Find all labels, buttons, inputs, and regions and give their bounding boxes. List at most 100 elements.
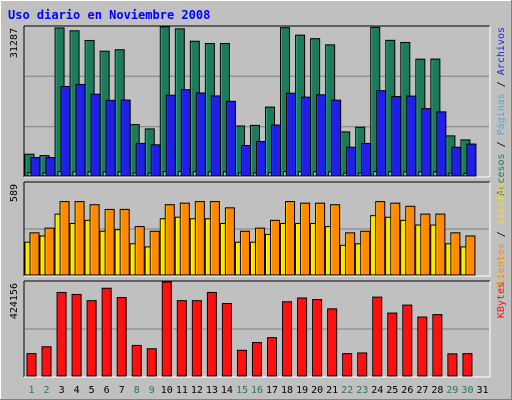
bar-kbytes-day-5 bbox=[86, 300, 97, 377]
legend-clientes: Clientes bbox=[496, 243, 507, 291]
bar-archivos-day-22 bbox=[346, 146, 357, 177]
chart-panels: 31287 Accesos / Páginas / Archivos 589 Clie… bbox=[9, 25, 507, 378]
bar-archivos-day-4 bbox=[75, 83, 86, 177]
bar-kbytes-day-6 bbox=[101, 287, 112, 377]
day-label-8: 8 bbox=[134, 385, 140, 396]
bar-kbytes-day-9 bbox=[146, 348, 157, 377]
legend-kbytes: KBytes bbox=[496, 282, 507, 318]
day-label-2: 2 bbox=[44, 385, 50, 396]
bar-archivos-day-5 bbox=[90, 93, 101, 177]
bar-clientes-day-7 bbox=[119, 208, 130, 276]
day-label-31: 31 bbox=[476, 385, 488, 396]
bar-archivos-day-18 bbox=[286, 92, 297, 177]
bar-archivos-day-9 bbox=[150, 144, 161, 177]
day-label-10: 10 bbox=[161, 385, 173, 396]
bar-archivos-day-11 bbox=[180, 89, 191, 177]
panel-3-legend: KBytes bbox=[496, 282, 507, 318]
day-label-19: 19 bbox=[296, 385, 308, 396]
bar-kbytes-day-4 bbox=[71, 293, 82, 377]
day-label-20: 20 bbox=[311, 385, 323, 396]
bar-clientes-day-2 bbox=[44, 227, 55, 276]
day-label-16: 16 bbox=[251, 385, 263, 396]
bar-clientes-day-8 bbox=[134, 226, 145, 276]
bar-clientes-day-22 bbox=[345, 232, 356, 276]
bar-kbytes-day-17 bbox=[267, 337, 278, 377]
bar-clientes-day-13 bbox=[209, 201, 220, 276]
day-label-3: 3 bbox=[59, 385, 65, 396]
bar-kbytes-day-18 bbox=[282, 301, 293, 377]
day-label-7: 7 bbox=[119, 385, 125, 396]
legend-separator: / bbox=[496, 75, 507, 93]
bar-archivos-day-7 bbox=[120, 99, 131, 177]
bar-archivos-day-25 bbox=[391, 96, 402, 177]
bar-kbytes-day-8 bbox=[131, 344, 142, 377]
day-label-9: 9 bbox=[149, 385, 155, 396]
bar-kbytes-day-13 bbox=[206, 291, 217, 377]
bar-clientes-day-9 bbox=[149, 230, 160, 276]
day-label-29: 29 bbox=[446, 385, 458, 396]
y-axis-max-label: 424156 bbox=[9, 283, 20, 319]
bar-clientes-day-12 bbox=[194, 201, 205, 276]
panel-1-legend: Accesos / Páginas / Archivos bbox=[495, 27, 507, 196]
bar-kbytes-day-19 bbox=[297, 297, 308, 377]
bar-kbytes-day-16 bbox=[251, 342, 262, 377]
day-label-18: 18 bbox=[281, 385, 293, 396]
bar-clientes-day-18 bbox=[285, 201, 296, 276]
bar-clientes-day-17 bbox=[270, 219, 281, 276]
chart-title: Uso diario en Noviembre 2008 bbox=[8, 8, 210, 22]
day-label-25: 25 bbox=[386, 385, 398, 396]
bar-clientes-day-11 bbox=[179, 202, 190, 276]
bar-kbytes-day-20 bbox=[312, 299, 323, 377]
day-label-4: 4 bbox=[74, 385, 80, 396]
bar-kbytes-day-28 bbox=[432, 314, 443, 377]
bar-clientes-day-27 bbox=[420, 213, 431, 276]
bar-clientes-day-26 bbox=[405, 205, 416, 276]
bar-kbytes-day-22 bbox=[342, 353, 353, 377]
bar-clientes-day-5 bbox=[89, 204, 100, 276]
bar-kbytes-day-11 bbox=[176, 300, 187, 377]
day-label-5: 5 bbox=[89, 385, 95, 396]
legend-accesos: Accesos bbox=[496, 153, 507, 195]
bar-archivos-day-24 bbox=[376, 90, 387, 177]
day-label-1: 1 bbox=[29, 385, 35, 396]
legend-archivos: Archivos bbox=[496, 27, 507, 75]
bar-archivos-day-16 bbox=[255, 140, 266, 177]
bar-kbytes-day-29 bbox=[447, 353, 458, 377]
bar-kbytes-day-27 bbox=[417, 316, 428, 377]
bar-clientes-day-30 bbox=[465, 235, 476, 276]
bar-kbytes-day-14 bbox=[221, 303, 232, 377]
bar-archivos-day-3 bbox=[60, 86, 71, 177]
panel-3: 424156 KBytes bbox=[9, 280, 507, 378]
y-axis-max-label: 589 bbox=[9, 184, 20, 202]
bar-kbytes-day-25 bbox=[387, 312, 398, 377]
day-label-6: 6 bbox=[104, 385, 110, 396]
day-label-23: 23 bbox=[356, 385, 368, 396]
day-label-17: 17 bbox=[266, 385, 278, 396]
bar-kbytes-day-3 bbox=[56, 291, 67, 377]
bar-clientes-day-6 bbox=[104, 208, 115, 276]
bar-archivos-day-27 bbox=[421, 108, 432, 177]
y-axis-max-label: 31287 bbox=[9, 28, 20, 58]
bar-kbytes-day-26 bbox=[402, 304, 413, 377]
bar-clientes-day-28 bbox=[435, 213, 446, 276]
bar-clientes-day-1 bbox=[29, 232, 40, 276]
bar-archivos-day-17 bbox=[271, 124, 282, 177]
bar-clientes-day-15 bbox=[239, 230, 250, 276]
bar-clientes-day-25 bbox=[390, 202, 401, 276]
legend-pginas: Páginas bbox=[495, 93, 507, 135]
bar-archivos-day-1 bbox=[30, 157, 41, 177]
bar-archivos-day-12 bbox=[195, 92, 206, 177]
bar-clientes-day-3 bbox=[59, 201, 70, 276]
day-label-30: 30 bbox=[461, 385, 473, 396]
bar-clientes-day-16 bbox=[254, 227, 265, 276]
day-label-15: 15 bbox=[236, 385, 248, 396]
legend-separator: / bbox=[496, 135, 507, 153]
bar-kbytes-day-7 bbox=[116, 297, 127, 377]
bar-clientes-day-19 bbox=[300, 202, 311, 276]
bar-clientes-day-29 bbox=[450, 232, 461, 276]
day-label-13: 13 bbox=[206, 385, 218, 396]
day-label-24: 24 bbox=[371, 385, 383, 396]
bar-clientes-day-24 bbox=[375, 201, 386, 276]
day-label-27: 27 bbox=[416, 385, 428, 396]
